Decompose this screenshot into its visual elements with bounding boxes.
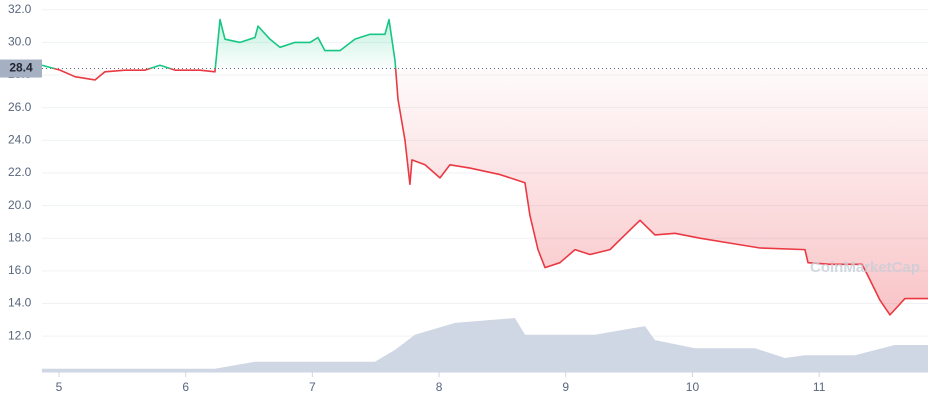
y-tick-label: 14.0 [8,296,32,310]
y-tick-label: 18.0 [8,230,32,244]
price-line [41,18,928,316]
x-tick-label: 7 [309,380,316,394]
x-tick-label: 8 [436,380,443,394]
price-area [42,19,928,315]
baseline-label: 28.4 [9,61,33,75]
y-tick-label: 16.0 [8,263,32,277]
y-tick-label: 22.0 [8,165,32,179]
y-tick-label: 24.0 [8,132,32,146]
y-tick-label: 30.0 [8,35,32,49]
x-tick-label: 6 [182,380,189,394]
volume-area [42,318,928,372]
baseline-label-box [0,59,42,78]
y-tick-label: 26.0 [8,100,32,114]
y-tick-label: 12.0 [8,328,32,342]
x-tick-label: 11 [813,380,826,394]
x-tick-label: 5 [56,380,63,394]
y-tick-label: 32.0 [8,2,32,16]
y-tick-label: 20.0 [8,198,32,212]
watermark: CoinMarketCap [810,259,920,276]
x-tick-label: 10 [686,380,700,394]
x-tick-label: 9 [562,380,569,394]
